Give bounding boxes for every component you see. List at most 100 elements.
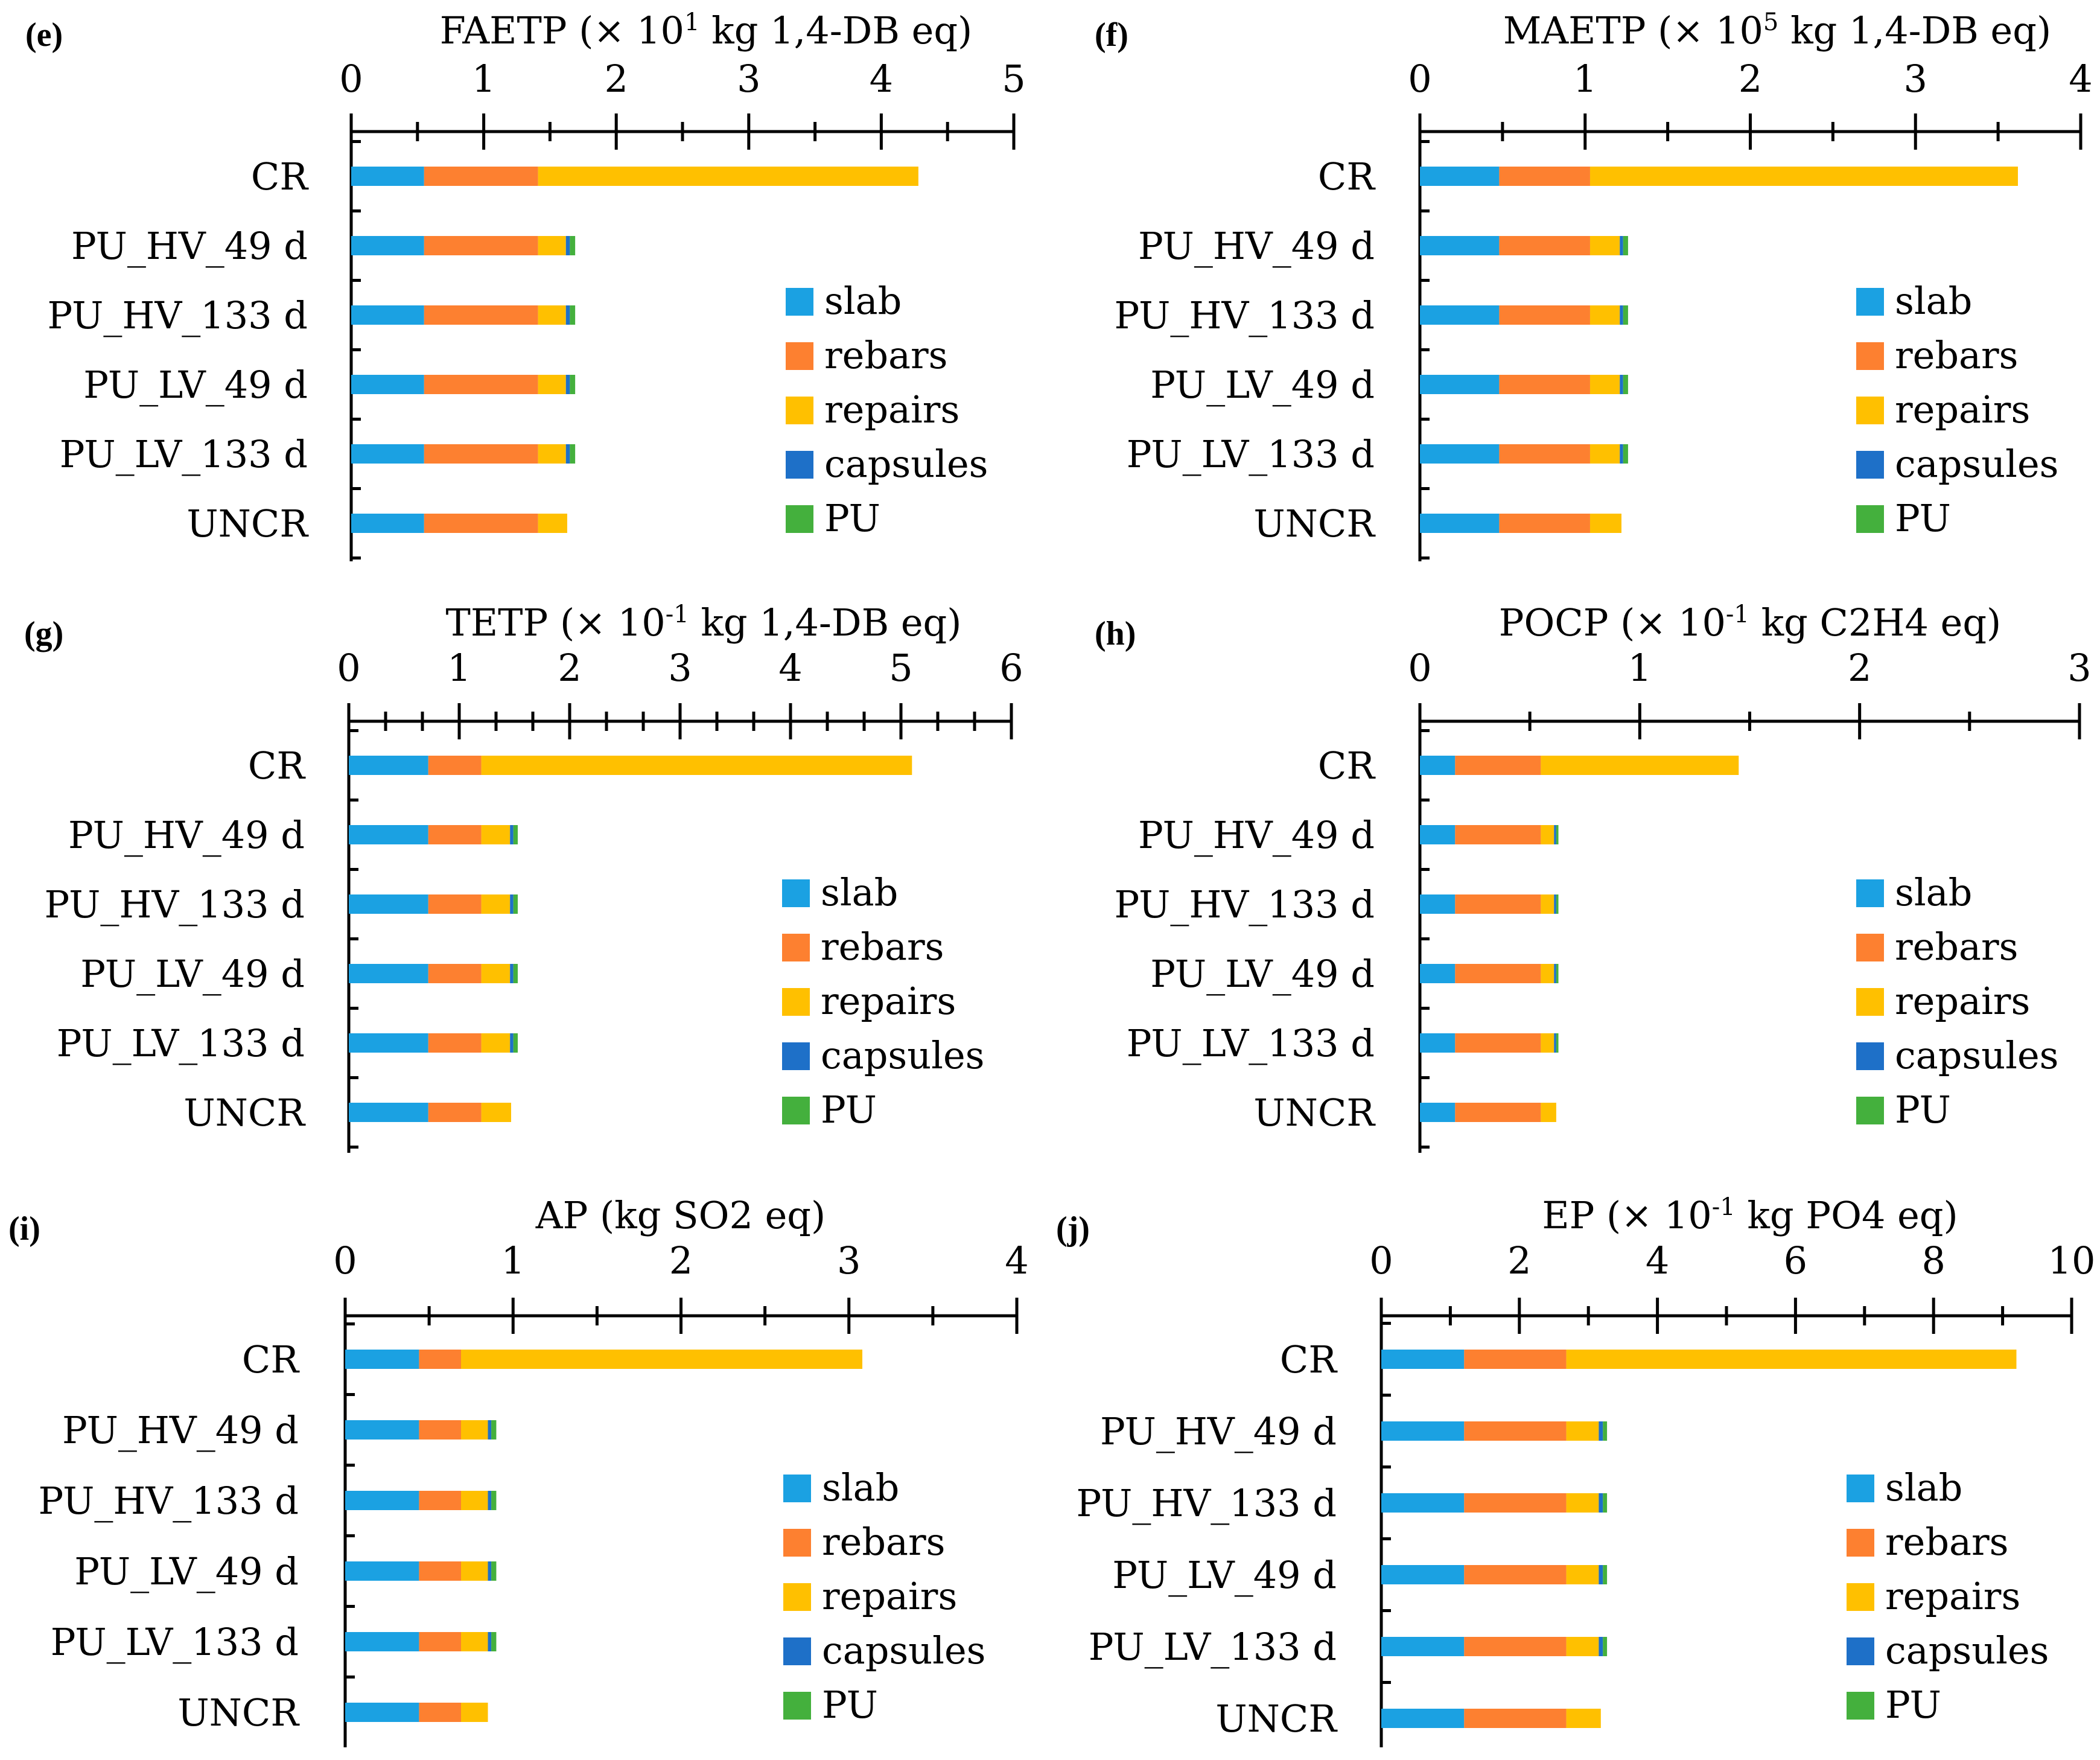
legend-label: slab (824, 279, 902, 323)
bar-segment-slab (351, 305, 424, 325)
x-tick-label: 6 (1784, 1239, 1807, 1283)
bar-segment-PU (1556, 1033, 1559, 1053)
panel-label: (e) (25, 16, 63, 54)
bar-segment-capsules (488, 1491, 492, 1510)
panel-label: (f) (1095, 16, 1128, 54)
bar-segment-slab (1420, 894, 1456, 914)
bar-segment-rebars (1455, 756, 1541, 775)
x-tick-label: 3 (1904, 57, 1927, 101)
legend-swatch-capsules (1856, 1042, 1884, 1070)
panel-label: (g) (24, 615, 63, 652)
category-label: PU_LV_133 d (1127, 1021, 1375, 1065)
legend-swatch-PU (782, 1097, 810, 1124)
bar-segment-capsules (1620, 375, 1623, 394)
legend-label: capsules (1895, 1033, 2058, 1077)
bar-segment-capsules (1599, 1493, 1603, 1513)
legend-label: PU (1885, 1683, 1941, 1727)
bar-segment-slab (1381, 1493, 1465, 1513)
x-tick-label: 5 (889, 646, 912, 690)
legend-label: PU (824, 496, 880, 540)
axis-title-prefix: POCP (× 10 (1499, 601, 1726, 645)
legend-label: repairs (824, 387, 959, 432)
legend-label: PU (1895, 496, 1951, 540)
bar-segment-slab (1420, 514, 1500, 533)
bar-segment-slab (349, 756, 428, 775)
bar-segment-PU (1603, 1421, 1608, 1441)
legend-label: rebars (1895, 333, 2018, 377)
axis-title-prefix: MAETP (× 10 (1503, 8, 1763, 53)
bar-segment-repairs (1589, 444, 1620, 464)
bar-segment-slab (349, 1103, 428, 1122)
legend-swatch-slab (1856, 879, 1884, 907)
category-label: CR (248, 744, 306, 788)
bar-segment-PU (491, 1491, 497, 1510)
bar-segment-capsules (565, 305, 570, 325)
category-label: CR (1318, 155, 1376, 199)
bar-segment-slab (349, 825, 428, 844)
bar-segment-slab (1381, 1350, 1465, 1369)
axis-title-suffix: kg 1,4-DB eq) (689, 601, 962, 645)
axis-title-suffix: kg 1,4-DB eq) (1778, 8, 2051, 53)
bar-segment-rebars (419, 1632, 461, 1651)
bar-segment-repairs (481, 1103, 512, 1122)
category-label: PU_HV_133 d (39, 1479, 299, 1523)
bar-segment-capsules (1599, 1637, 1603, 1656)
bar-segment-rebars (1455, 825, 1541, 844)
axis-title: TETP (× 10-1 kg 1,4-DB eq) (446, 601, 962, 645)
legend-swatch-repairs (1856, 397, 1884, 424)
bar-segment-rebars (1464, 1350, 1567, 1369)
bar-segment-capsules (510, 825, 514, 844)
legend-label: repairs (821, 979, 956, 1023)
axis-title-superscript: -1 (1712, 1193, 1736, 1221)
bar-segment-rebars (1455, 1033, 1541, 1053)
category-label: PU_HV_49 d (62, 1408, 299, 1452)
bar-segment-rebars (1464, 1493, 1567, 1513)
panel-label: (h) (1095, 615, 1136, 652)
bar-segment-rebars (1499, 514, 1590, 533)
bar-segment-slab (345, 1703, 419, 1722)
chart-panel: (f) MAETP (× 105 kg 1,4-DB eq) 0 1 2 3 4 CR PU_H… (1095, 8, 2093, 561)
bar-segment-rebars (424, 375, 538, 394)
bar-segment-repairs (481, 756, 912, 775)
bar-segment-slab (345, 1491, 419, 1510)
legend-label: capsules (1895, 442, 2058, 486)
chart-panel: (h) POCP (× 10-1 kg C2H4 eq) 0 1 2 3 CR PU_HV_4… (1095, 601, 2092, 1153)
bar-segment-rebars (1499, 236, 1590, 255)
x-tick-label: 10 (2048, 1239, 2096, 1283)
x-tick-label: 8 (1921, 1239, 1945, 1283)
bar-segment-rebars (1464, 1421, 1567, 1441)
bar-segment-repairs (1541, 756, 1739, 775)
bar-segment-capsules (510, 894, 514, 914)
legend-label: slab (1895, 279, 1972, 323)
category-label: PU_LV_133 d (1127, 432, 1375, 476)
bar-segment-repairs (538, 514, 567, 533)
chart-panel: (j) EP (× 10-1 kg PO4 eq) 0 2 4 6 8 10 CR PU_HV_4… (1056, 1193, 2095, 1747)
bar-segment-rebars (428, 1103, 482, 1122)
bar-segment-capsules (1554, 1033, 1556, 1053)
axis-title: POCP (× 10-1 kg C2H4 eq) (1499, 601, 2001, 645)
bar-segment-capsules (1620, 444, 1623, 464)
bar-segment-capsules (510, 964, 514, 983)
category-label: PU_HV_133 d (1115, 882, 1375, 926)
x-tick-label: 0 (339, 57, 363, 101)
bar-segment-rebars (1499, 375, 1590, 394)
x-tick-label: 0 (1408, 646, 1431, 690)
panel-label: (i) (8, 1210, 40, 1248)
bar-segment-PU (1623, 444, 1628, 464)
legend-swatch-slab (783, 1475, 811, 1502)
x-tick-label: 0 (1408, 57, 1431, 101)
legend-swatch-repairs (1847, 1583, 1874, 1611)
bar-segment-rebars (1464, 1565, 1567, 1584)
bar-segment-rebars (1499, 305, 1590, 325)
legend-label: capsules (1885, 1628, 2049, 1672)
axis-title-superscript: -1 (666, 601, 689, 628)
bar-segment-slab (1420, 236, 1500, 255)
bar-segment-rebars (419, 1491, 461, 1510)
legend-swatch-PU (783, 1692, 811, 1720)
bar-segment-repairs (538, 236, 566, 255)
bar-segment-PU (570, 375, 576, 394)
legend-swatch-repairs (1856, 988, 1884, 1016)
x-tick-label: 6 (999, 646, 1023, 690)
bar-segment-repairs (1566, 1350, 2017, 1369)
legend-label: rebars (1895, 925, 2018, 969)
